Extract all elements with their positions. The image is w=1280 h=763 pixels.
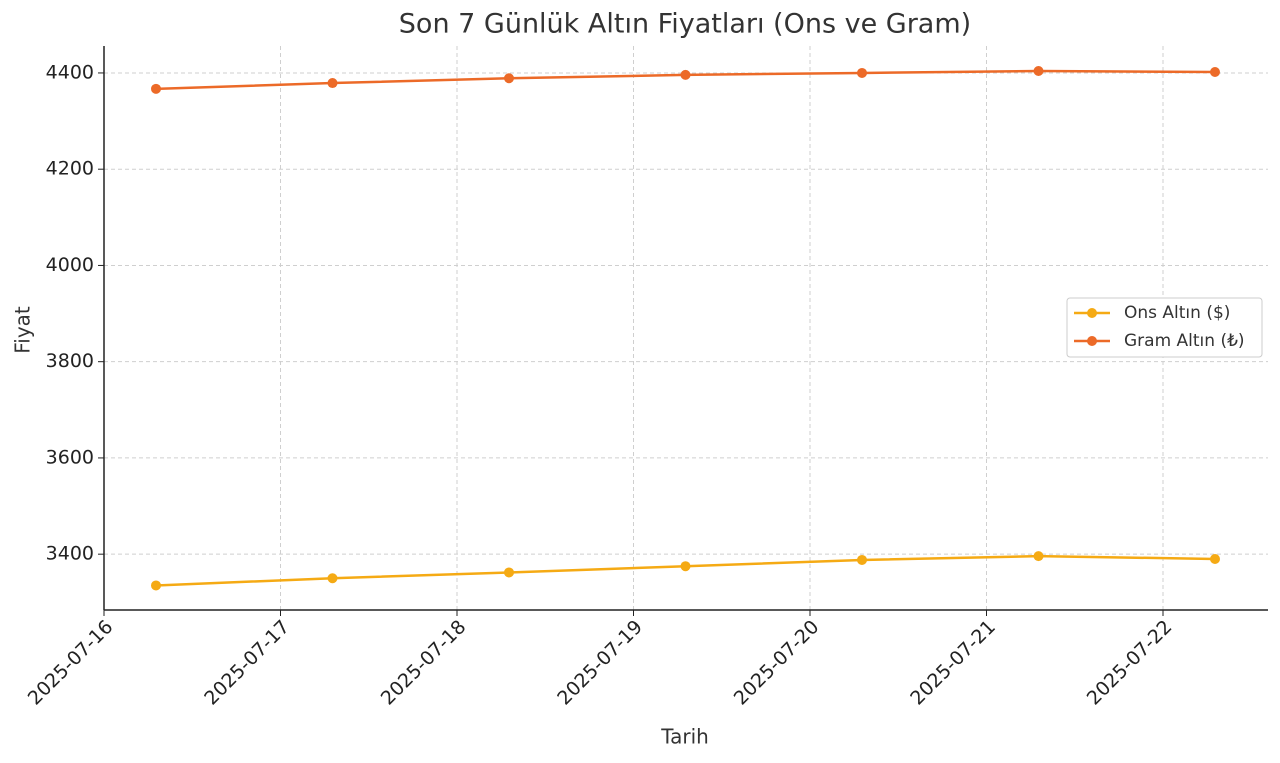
data-point — [1033, 66, 1044, 77]
chart-title: Son 7 Günlük Altın Fiyatları (Ons ve Gra… — [399, 9, 971, 40]
x-tick-label: 2025-07-19 — [553, 616, 647, 710]
legend-frame — [1066, 297, 1263, 358]
data-point — [504, 73, 514, 84]
y-tick-label: 4400 — [46, 61, 94, 83]
y-tick-label: 3600 — [46, 446, 94, 468]
data-point — [857, 67, 867, 78]
y-axis-label: Fiyat — [11, 306, 35, 354]
data-point — [327, 78, 338, 89]
legend-marker — [1087, 336, 1097, 346]
legend-marker — [1087, 308, 1097, 318]
data-point — [680, 69, 691, 80]
data-point — [1210, 66, 1220, 77]
legend-label: Ons Altın ($) — [1124, 303, 1230, 323]
x-tick-label: 2025-07-20 — [730, 616, 824, 710]
x-tick-label: 2025-07-17 — [200, 616, 294, 710]
y-tick-label: 3800 — [46, 350, 94, 372]
y-tick-label: 4200 — [46, 158, 94, 180]
x-tick-label: 2025-07-22 — [1083, 616, 1177, 710]
y-tick-label: 3400 — [46, 543, 94, 565]
legend-label: Gram Altın (₺) — [1124, 331, 1245, 351]
data-point — [680, 561, 691, 572]
x-tick-label: 2025-07-18 — [377, 616, 471, 710]
y-tick-label: 4000 — [46, 254, 94, 276]
data-point — [1033, 551, 1044, 562]
data-point — [857, 554, 867, 565]
x-tick-label: 2025-07-16 — [24, 616, 118, 710]
legend: Ons Altın ($) Gram Altın (₺) — [1066, 297, 1263, 358]
data-point — [151, 580, 161, 591]
data-point — [504, 567, 514, 578]
data-point — [327, 573, 338, 584]
data-point — [151, 83, 161, 94]
data-point — [1210, 553, 1220, 564]
x-axis-label: Tarih — [660, 725, 709, 749]
x-tick-label: 2025-07-21 — [906, 616, 1000, 710]
